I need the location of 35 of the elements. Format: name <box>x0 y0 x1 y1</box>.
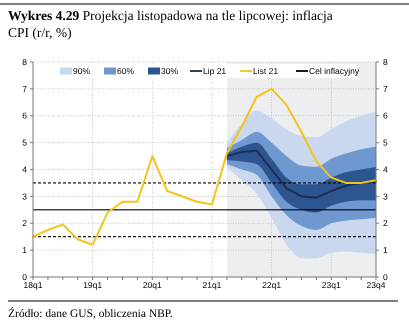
y2-tick-label: 5 <box>383 138 388 148</box>
legend-label: 30% <box>161 66 178 76</box>
x-tick-label: 20q1 <box>142 280 162 290</box>
y-tick-label: 3 <box>22 191 28 202</box>
legend-label: 60% <box>117 66 134 76</box>
y2-tick-label: 7 <box>383 84 388 94</box>
y2-tick-label: 2 <box>383 218 388 228</box>
y2-tick-label: 3 <box>383 191 388 202</box>
y-tick-label: 5 <box>22 138 28 148</box>
text: Źródło: dane GUS, obliczenia NBP. <box>8 307 173 320</box>
legend-label: Cel inflacyjny <box>309 66 360 76</box>
y2-tick-label: 0 <box>383 272 388 282</box>
y-tick-label: 8 <box>22 56 28 67</box>
y-tick-label: 4 <box>22 164 28 174</box>
y-tick-label: 1 <box>22 245 28 256</box>
y-tick-label: 2 <box>22 218 28 228</box>
x-tick-label: 21q1 <box>202 280 222 290</box>
legend-label: List 21 <box>253 66 278 76</box>
legend-label: Lip 21 <box>203 66 226 76</box>
y2-tick-label: 6 <box>383 110 388 121</box>
y2-tick-label: 1 <box>383 245 388 256</box>
legend-label: 90% <box>73 66 90 76</box>
line-series <box>226 150 377 199</box>
y2-tick-label: 4 <box>383 164 388 174</box>
x-tick-label: 19q1 <box>83 280 102 290</box>
x-tick-label: 23q1 <box>322 280 341 290</box>
chart-title: Wykres 4.29 Projekcja listopadowa na tle lipcowej: inflacja CPI (r/r, %) <box>8 8 333 40</box>
y-tick-label: 7 <box>22 84 28 94</box>
x-tick-label: 18q1 <box>24 280 43 290</box>
line-series <box>32 88 377 246</box>
x-tick-label: 22q1 <box>262 280 282 290</box>
x-tick-label: 23q4 <box>366 280 386 290</box>
y-tick-label: 0 <box>22 272 28 282</box>
y-tick-label: 6 <box>22 110 28 121</box>
y2-tick-label: 8 <box>383 56 388 67</box>
